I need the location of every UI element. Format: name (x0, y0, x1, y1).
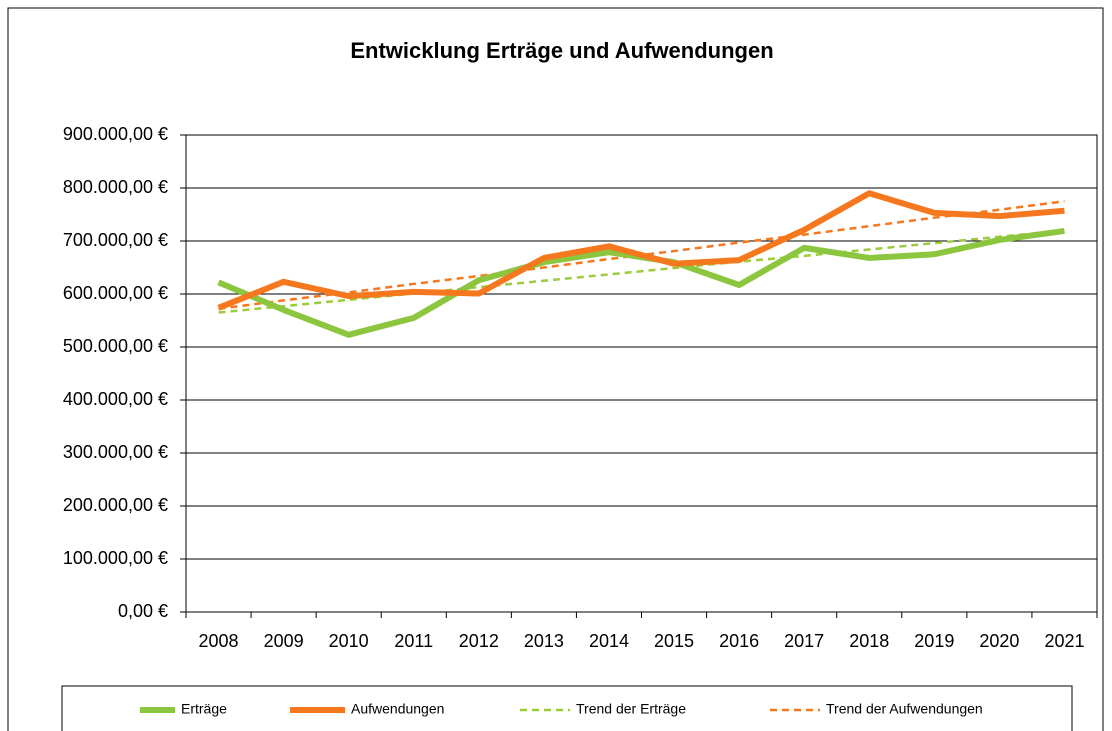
legend-label: Trend der Erträge (576, 701, 686, 717)
chart-title: Entwicklung Erträge und Aufwendungen (350, 38, 773, 63)
chart-frame (7, 7, 1104, 731)
x-tick-label: 2021 (1044, 631, 1084, 651)
x-tick-label: 2015 (654, 631, 694, 651)
y-tick-label: 300.000,00 € (63, 442, 168, 462)
x-tick-label: 2009 (264, 631, 304, 651)
y-tick-label: 700.000,00 € (63, 230, 168, 250)
y-tick-label: 200.000,00 € (63, 495, 168, 515)
legend-label: Aufwendungen (351, 701, 444, 717)
series-line (217, 190, 1065, 311)
x-tick-label: 2018 (849, 631, 889, 651)
y-tick-label: 600.000,00 € (63, 283, 168, 303)
x-tick-label: 2020 (979, 631, 1019, 651)
trend-line (218, 229, 1065, 314)
x-tick-label: 2011 (394, 631, 433, 651)
y-tick-label: 800.000,00 € (63, 177, 168, 197)
y-tick-label: 400.000,00 € (63, 389, 168, 409)
y-tick-label: 900.000,00 € (63, 124, 168, 144)
x-tick-label: 2016 (719, 631, 759, 651)
x-tick-label: 2017 (784, 631, 824, 651)
y-tick-label: 100.000,00 € (63, 548, 168, 568)
x-tick-label: 2014 (589, 631, 629, 651)
legend-label: Trend der Aufwendungen (826, 701, 983, 717)
y-tick-label: 0,00 € (118, 601, 168, 621)
x-tick-label: 2010 (329, 631, 369, 651)
legend-box (61, 685, 1073, 731)
x-tick-label: 2008 (199, 631, 239, 651)
x-tick-label: 2019 (914, 631, 954, 651)
x-tick-label: 2012 (459, 631, 499, 651)
x-tick-label: 2013 (524, 631, 564, 651)
legend-label: Erträge (181, 701, 227, 717)
y-tick-label: 500.000,00 € (63, 336, 168, 356)
